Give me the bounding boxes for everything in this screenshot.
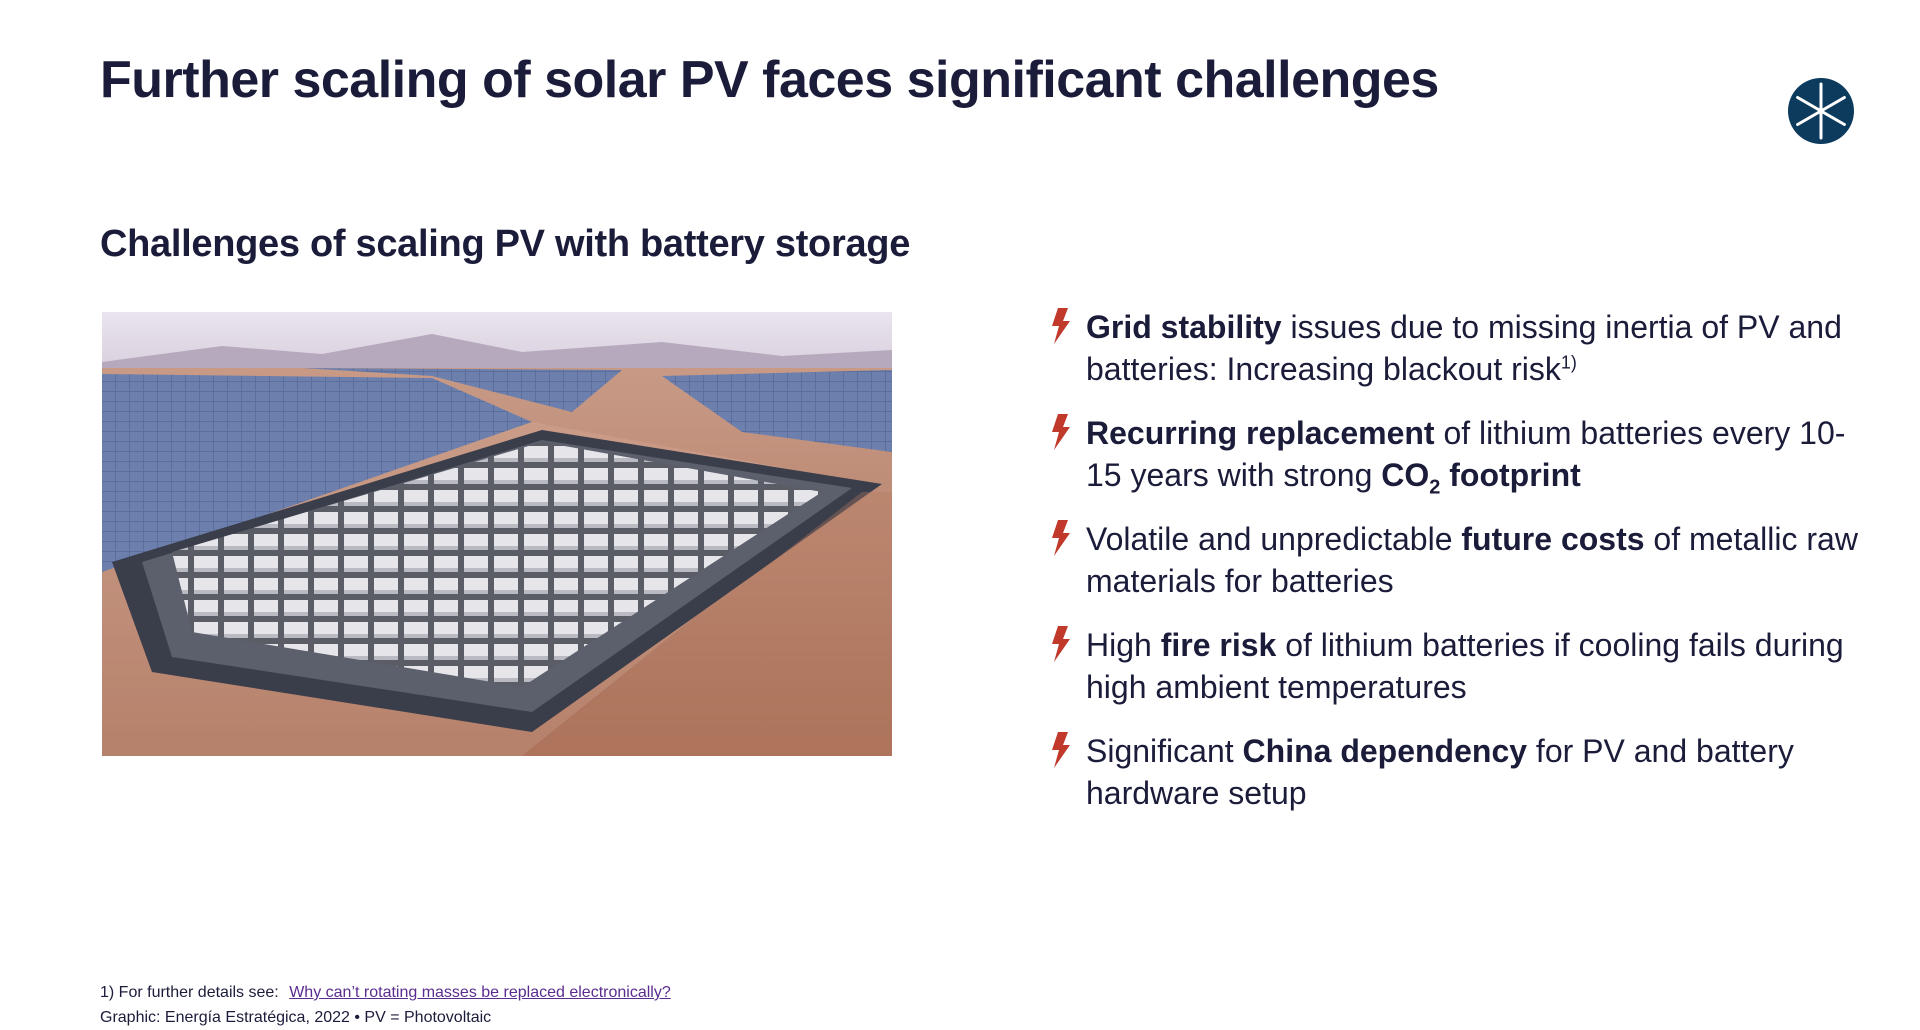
- list-item: Grid stability issues due to missing ine…: [1050, 306, 1870, 390]
- section-subtitle: Challenges of scaling PV with battery st…: [100, 223, 911, 265]
- bullet-bold-text: Grid stability: [1086, 309, 1282, 345]
- page-title: Further scaling of solar PV faces signif…: [100, 51, 1439, 109]
- bullet-bold-text: CO: [1381, 457, 1430, 493]
- bullet-text: for PV and battery hardware setup: [1086, 733, 1794, 811]
- list-item: Significant China dependency for PV and …: [1050, 730, 1870, 814]
- bullet-bold-text: fire risk: [1160, 627, 1277, 663]
- bullet-text: High: [1086, 627, 1161, 663]
- lightning-bolt-icon: [1052, 308, 1070, 344]
- wheel-logo-icon: [1788, 78, 1854, 144]
- bullet-text: of metallic raw materials for batteries: [1086, 521, 1858, 599]
- bullet-text: of lithium batteries every 10-15 years w…: [1086, 415, 1846, 493]
- lightning-bolt-icon: [1052, 732, 1070, 768]
- list-item: High fire risk of lithium batteries if c…: [1050, 624, 1870, 708]
- bullet-text: issues due to missing inertia of PV and …: [1086, 309, 1842, 387]
- footnote-marker: 1): [1560, 352, 1577, 373]
- bullet-text: Volatile and unpredictable: [1086, 521, 1462, 557]
- bullet-bold-text: China dependency: [1242, 733, 1528, 769]
- bullet-bold-text: Recurring replacement: [1086, 415, 1435, 451]
- lightning-bolt-icon: [1052, 414, 1070, 450]
- bullet-text: Significant: [1086, 733, 1243, 769]
- bullet-bold-text: footprint: [1440, 457, 1581, 493]
- footnote-link[interactable]: Why can’t rotating masses be replaced el…: [289, 984, 671, 1001]
- list-item: Recurring replacement of lithium batteri…: [1050, 412, 1870, 499]
- footnote-text: 1) For further details see:: [100, 984, 279, 1001]
- lightning-bolt-icon: [1052, 520, 1070, 556]
- bullet-bold-text: future costs: [1461, 521, 1645, 557]
- lightning-bolt-icon: [1052, 626, 1070, 662]
- solar-battery-farm-image: [102, 312, 892, 756]
- list-item: Volatile and unpredictable future costs …: [1050, 518, 1870, 602]
- bullet-text: of lithium batteries if cooling fails du…: [1086, 627, 1844, 705]
- footnote: 1) For further details see: Why can’t ro…: [100, 984, 671, 1002]
- subscript: 2: [1429, 476, 1441, 499]
- challenge-list: Grid stability issues due to missing ine…: [1050, 306, 1870, 836]
- source-note: Graphic: Energía Estratégica, 2022 • PV …: [100, 1009, 492, 1026]
